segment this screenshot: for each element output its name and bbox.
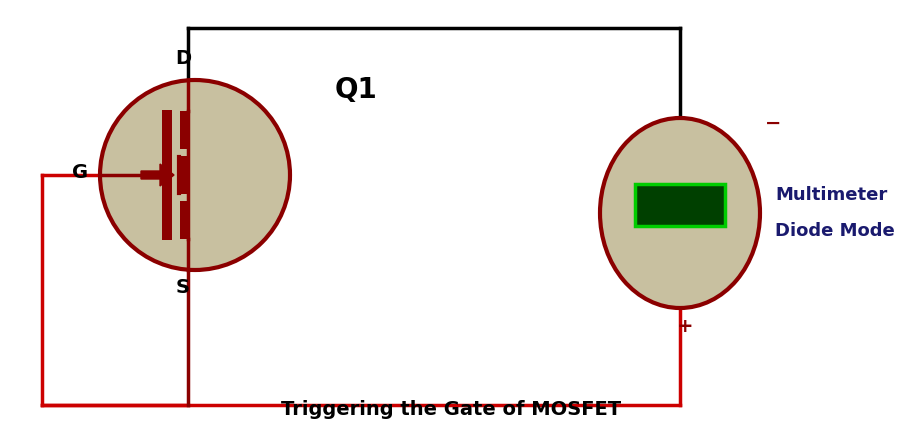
Ellipse shape [599, 118, 759, 308]
Text: G: G [72, 162, 87, 181]
Text: S: S [176, 278, 189, 297]
Bar [634, 184, 724, 226]
Text: Q1: Q1 [335, 76, 377, 104]
Text: +: + [676, 317, 693, 336]
Text: D: D [175, 49, 191, 68]
Bar [179, 111, 188, 149]
FancyArrow shape [141, 164, 174, 186]
Bar [179, 156, 188, 194]
Text: Diode Mode: Diode Mode [774, 222, 894, 240]
Ellipse shape [100, 80, 290, 270]
Text: Multimeter: Multimeter [774, 186, 887, 204]
Text: −: − [764, 113, 780, 132]
Text: Triggering the Gate of MOSFET: Triggering the Gate of MOSFET [281, 400, 621, 419]
Bar [161, 110, 171, 240]
Bar [179, 201, 188, 239]
